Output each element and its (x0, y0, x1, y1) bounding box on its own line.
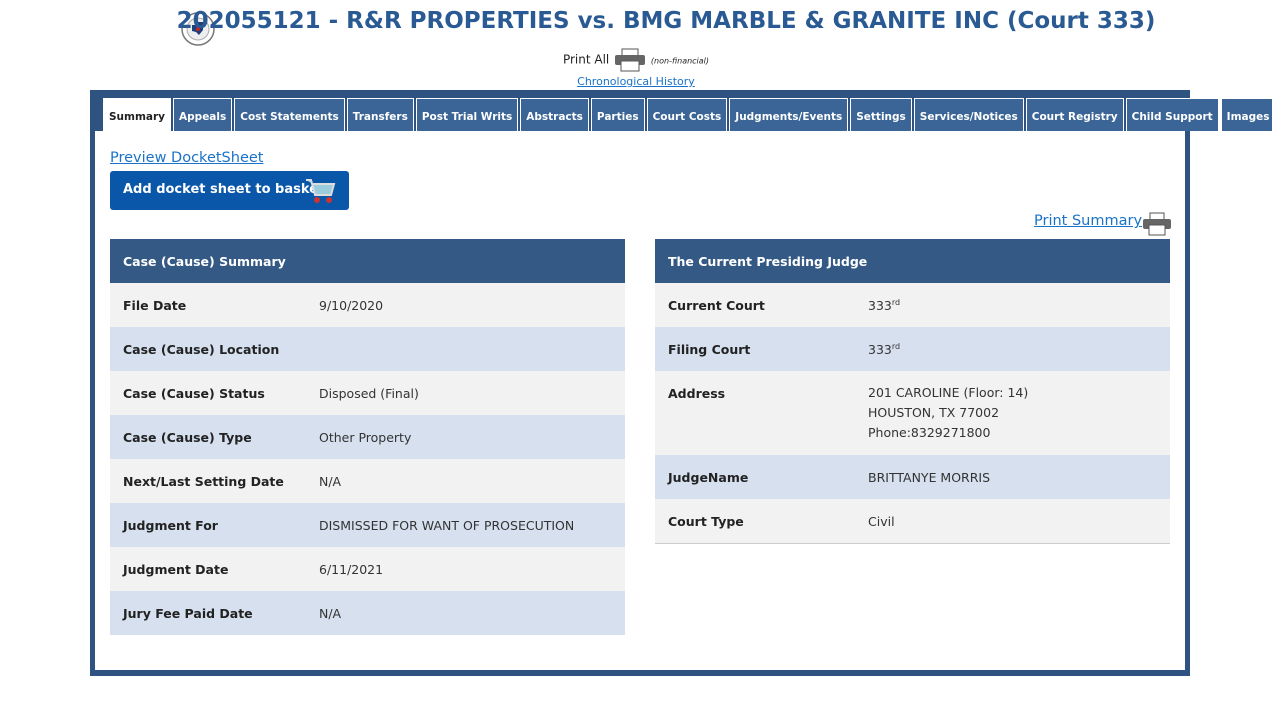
table-header: Case (Cause) Summary (110, 239, 625, 283)
row-label: Next/Last Setting Date (123, 474, 284, 489)
basket-button[interactable]: Add docket sheet to basket (110, 171, 349, 210)
table-row: Case (Cause) Type Other Property (110, 415, 625, 459)
value-text: Disposed (Final) (319, 386, 419, 401)
value-text: 333 (868, 298, 892, 314)
tab[interactable]: Court Registry (1025, 98, 1124, 131)
row-value: Civil (868, 514, 895, 543)
print-all[interactable]: Print All (non-financial) (0, 48, 1272, 72)
row-value: Disposed (Final) (319, 386, 419, 415)
tab[interactable]: Appeals (173, 98, 233, 131)
row-value: N/A (319, 606, 341, 635)
table-row: Court Type Civil (655, 499, 1170, 543)
print-summary-link[interactable]: Print Summary (1034, 213, 1143, 229)
value-text: DISMISSED FOR WANT OF PROSECUTION (319, 518, 575, 533)
tab[interactable]: Services/Notices (913, 98, 1024, 131)
table-body: Current Court 333rd Filing Court 333rd Addre… (655, 283, 1170, 543)
row-value: 333rd (868, 342, 900, 371)
tab[interactable]: Post Trial Writs (415, 98, 519, 131)
printer-icon[interactable] (1142, 212, 1172, 236)
print-note: (non-financial) (650, 56, 710, 66)
table-row: Next/Last Setting Date N/A (110, 459, 625, 503)
value-text: 6/11/2021 (319, 562, 384, 577)
value-text: N/A (319, 606, 342, 621)
tab[interactable]: Transfers (346, 98, 414, 131)
row-label: File Date (123, 298, 187, 313)
tab[interactable]: Settings (850, 98, 912, 131)
print-all-label[interactable]: Print All (562, 52, 610, 67)
row-value: 333rd (868, 298, 900, 327)
row-label: Court Type (668, 514, 744, 529)
county-seal (181, 12, 215, 46)
row-value: N/A (319, 474, 341, 503)
judge-table: The Current Presiding Judge Current Court… (655, 239, 1170, 544)
table-row: Jury Fee Paid Date N/A (110, 591, 625, 635)
preview-link[interactable]: Preview DocketSheet (110, 150, 264, 166)
history-link[interactable]: Chronological History (577, 75, 695, 88)
tab[interactable]: Judgments/Events (729, 98, 849, 131)
history-wrap: Chronological History (0, 75, 1272, 88)
row-label: Case (Cause) Status (123, 386, 265, 401)
case-title: 202055121 - R&R PROPERTIES vs. BMG MARBL… (176, 8, 1156, 34)
value-text: 333 (868, 342, 892, 358)
table-row: JudgeName BRITTANYE MORRIS (655, 455, 1170, 499)
tab[interactable]: Court Costs (646, 98, 728, 131)
tab[interactable]: Child Support (1125, 98, 1219, 131)
row-value: 9/10/2020 (319, 298, 383, 327)
value-text: Civil (868, 514, 895, 529)
tab[interactable]: Summary (103, 98, 172, 131)
value-line: 201 CAROLINE (Floor: 14) (868, 385, 1029, 400)
cart-icon[interactable] (305, 177, 337, 205)
tab[interactable]: Parties (590, 98, 645, 131)
row-label: JudgeName (668, 470, 749, 485)
tab[interactable]: Images (1220, 98, 1272, 131)
value-line: HOUSTON, TX 77002 (868, 405, 1000, 420)
row-value: BRITTANYE MORRIS (868, 470, 990, 499)
value-suffix: rd (891, 342, 901, 351)
table-row: Judgment Date 6/11/2021 (110, 547, 625, 591)
table-row: Case (Cause) Status Disposed (Final) (110, 371, 625, 415)
table-row: Filing Court 333rd (655, 327, 1170, 371)
value-line: Phone:8329271800 (868, 425, 991, 440)
value-text: N/A (319, 474, 342, 489)
row-label: Current Court (668, 298, 765, 313)
value-text: BRITTANYE MORRIS (868, 470, 991, 485)
table-row: Address 201 CAROLINE (Floor: 14) HOUSTON, … (655, 371, 1170, 455)
row-value: 201 CAROLINE (Floor: 14) HOUSTON, TX 7700… (868, 383, 1028, 455)
table-row: Case (Cause) Location (110, 327, 625, 371)
value-text: 9/10/2020 (319, 298, 384, 313)
table-row: File Date 9/10/2020 (110, 283, 625, 327)
row-label: Case (Cause) Type (123, 430, 252, 445)
printer-icon[interactable] (613, 48, 647, 72)
table-header: The Current Presiding Judge (655, 239, 1170, 283)
row-label: Judgment For (123, 518, 218, 533)
row-label: Jury Fee Paid Date (123, 606, 253, 621)
row-label: Judgment Date (123, 562, 229, 577)
case-summary-table: Case (Cause) Summary File Date 9/10/2020 Ca… (110, 239, 625, 635)
row-value: 6/11/2021 (319, 562, 383, 591)
value-suffix: rd (891, 298, 901, 307)
table-row: Current Court 333rd (655, 283, 1170, 327)
row-label: Case (Cause) Location (123, 342, 280, 357)
tab-bar: Summary Appeals Cost Statements Transfers Po… (103, 98, 1272, 131)
row-label: Address (668, 386, 726, 401)
row-value: DISMISSED FOR WANT OF PROSECUTION (319, 518, 574, 547)
row-label: Filing Court (668, 342, 751, 357)
value-text: Other Property (319, 430, 412, 445)
tab[interactable]: Cost Statements (234, 98, 345, 131)
table-body: File Date 9/10/2020 Case (Cause) Location C… (110, 283, 625, 635)
row-value: Other Property (319, 430, 411, 459)
table-row: Judgment For DISMISSED FOR WANT OF PROSEC… (110, 503, 625, 547)
tab[interactable]: Abstracts (520, 98, 589, 131)
